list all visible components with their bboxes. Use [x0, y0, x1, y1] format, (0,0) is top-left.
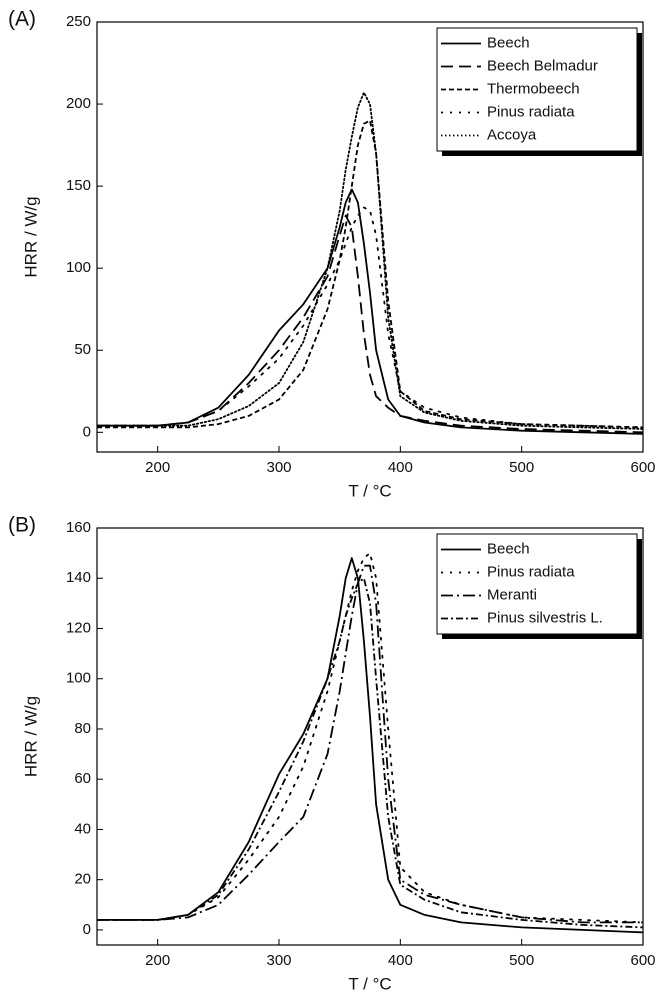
y-tick-label: 100: [66, 670, 91, 687]
legend-label: Pinus radiata: [487, 563, 575, 580]
legend-label: Beech Belmadur: [487, 57, 598, 74]
x-tick-label: 500: [509, 459, 534, 476]
x-axis-label: T / °C: [348, 481, 391, 500]
y-tick-label: 60: [74, 770, 91, 787]
y-tick-label: 40: [74, 820, 91, 837]
y-axis-label: HRR / W/g: [21, 196, 40, 277]
x-tick-label: 600: [630, 459, 655, 476]
y-tick-label: 120: [66, 619, 91, 636]
legend-label: Meranti: [487, 586, 537, 603]
y-tick-label: 80: [74, 720, 91, 737]
plot-frame: [96, 527, 644, 946]
x-tick-label: 400: [388, 952, 413, 969]
x-tick-label: 600: [630, 952, 655, 969]
x-tick-label: 300: [266, 459, 291, 476]
y-tick-label: 140: [66, 569, 91, 586]
y-tick-label: 0: [83, 921, 91, 938]
y-tick-label: 0: [83, 423, 91, 440]
legend-box: [436, 533, 638, 635]
panel-label: (A): [8, 8, 36, 31]
series-line: [97, 91, 643, 430]
y-axis-label: HRR / W/g: [21, 696, 40, 777]
panel-label: (B): [8, 514, 36, 537]
x-tick-label: 500: [509, 952, 534, 969]
series-line: [97, 188, 643, 435]
x-tick-label: 200: [145, 459, 170, 476]
series-line: [97, 564, 643, 924]
y-tick-label: 200: [66, 95, 91, 112]
series-line: [97, 206, 643, 429]
series-line: [97, 214, 643, 434]
legend-label: Beech: [487, 540, 530, 557]
y-tick-label: 160: [66, 519, 91, 536]
series-line: [97, 557, 643, 934]
series-line: [97, 577, 643, 929]
x-tick-label: 200: [145, 952, 170, 969]
legend-label: Accoya: [487, 126, 537, 143]
x-tick-label: 400: [388, 459, 413, 476]
y-tick-label: 100: [66, 259, 91, 276]
x-tick-label: 300: [266, 952, 291, 969]
plot-frame: [96, 21, 644, 453]
y-tick-label: 150: [66, 177, 91, 194]
legend-box: [436, 27, 638, 152]
x-axis-label: T / °C: [348, 974, 391, 993]
legend-label: Pinus silvestris L.: [487, 609, 603, 626]
legend-label: Beech: [487, 34, 530, 51]
legend-label: Pinus radiata: [487, 103, 575, 120]
y-tick-label: 250: [66, 13, 91, 30]
series-line: [97, 119, 643, 429]
legend-label: Thermobeech: [487, 80, 580, 97]
y-tick-label: 20: [74, 871, 91, 888]
y-tick-label: 50: [74, 341, 91, 358]
